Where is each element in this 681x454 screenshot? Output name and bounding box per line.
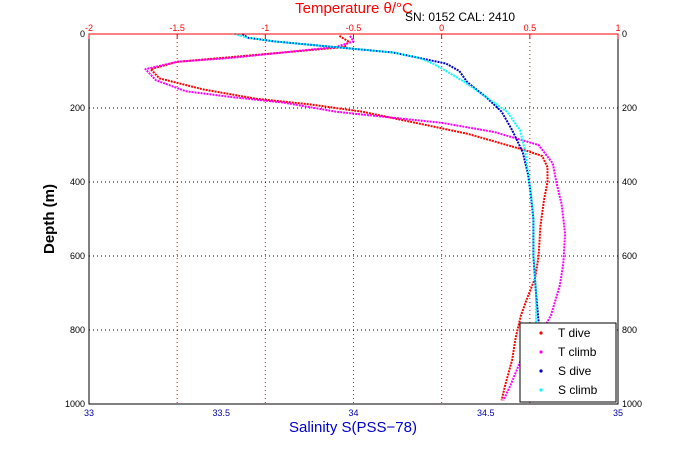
x-tick-label: 35 bbox=[613, 408, 623, 418]
legend: T dive T climb S dive S climb bbox=[519, 322, 617, 403]
legend-box bbox=[519, 322, 617, 403]
legend-marker bbox=[539, 331, 543, 335]
x-axis-label: Salinity S(PSS−78) bbox=[289, 419, 417, 436]
y-tick-label-right: 200 bbox=[622, 103, 637, 113]
serial-cal-label: SN: 0152 CAL: 2410 bbox=[405, 10, 515, 24]
y-tick-label: 800 bbox=[70, 325, 85, 335]
top-tick-label: 0 bbox=[439, 23, 444, 33]
y-tick-label-right: 800 bbox=[622, 325, 637, 335]
series-t-climb bbox=[144, 35, 567, 401]
top-tick-label: 1 bbox=[615, 23, 620, 33]
y-tick-label: 600 bbox=[70, 251, 85, 261]
top-tick-label: -2 bbox=[85, 23, 93, 33]
y-tick-label-right: 0 bbox=[622, 29, 627, 39]
y-tick-label: 200 bbox=[70, 103, 85, 113]
legend-label: T climb bbox=[558, 345, 597, 359]
y-tick-label-right: 400 bbox=[622, 177, 637, 187]
top-tick-label: -1.5 bbox=[169, 23, 185, 33]
x-tick-label: 33.5 bbox=[212, 408, 230, 418]
series-s-dive bbox=[241, 33, 540, 330]
y-tick-label-right: 1000 bbox=[622, 399, 642, 409]
y-tick-label: 1000 bbox=[65, 399, 85, 409]
y-axis-label: Depth (m) bbox=[41, 184, 58, 254]
legend-label: S dive bbox=[558, 364, 592, 378]
series-s-climb bbox=[234, 33, 540, 331]
x-tick-label: 34 bbox=[348, 408, 358, 418]
top-axis-label: Temperature θ/°C bbox=[295, 0, 413, 17]
legend-label: S climb bbox=[558, 383, 598, 397]
legend-marker bbox=[539, 369, 543, 373]
top-tick-label: -1 bbox=[261, 23, 269, 33]
legend-marker bbox=[539, 350, 543, 354]
top-tick-label: 0.5 bbox=[524, 23, 537, 33]
legend-label: T dive bbox=[558, 326, 591, 340]
legend-marker bbox=[539, 388, 543, 392]
top-tick-label: -0.5 bbox=[346, 23, 362, 33]
y-tick-label: 400 bbox=[70, 177, 85, 187]
y-tick-label: 0 bbox=[80, 29, 85, 39]
series-layer bbox=[144, 33, 567, 401]
x-tick-label: 33 bbox=[84, 408, 94, 418]
x-tick-label: 34.5 bbox=[477, 408, 495, 418]
y-tick-label-right: 600 bbox=[622, 251, 637, 261]
